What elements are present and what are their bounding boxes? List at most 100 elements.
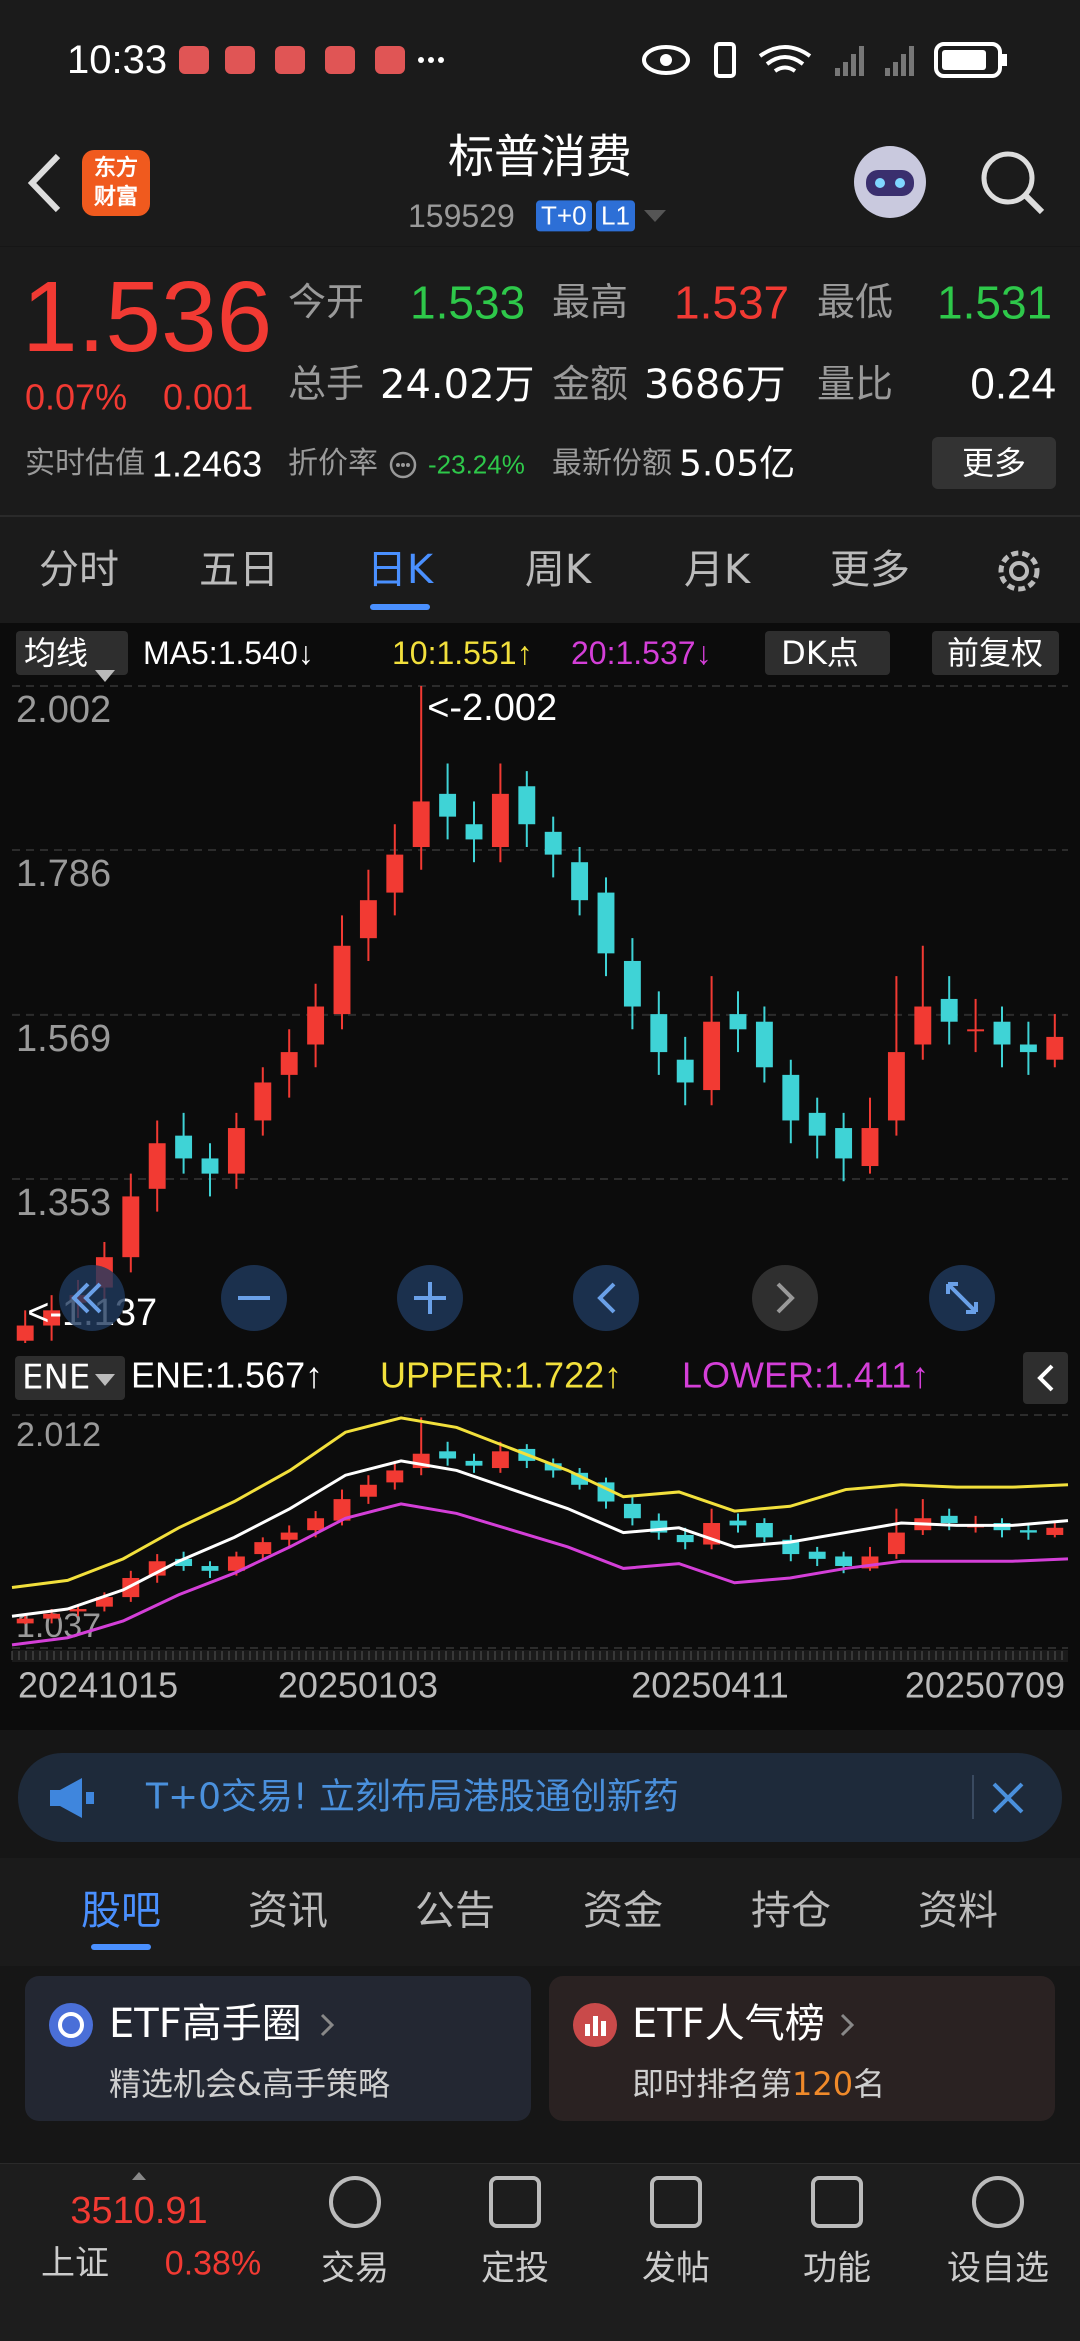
x-tick-label: 20241015 — [18, 1665, 178, 1706]
nav-icon[interactable] — [489, 2176, 541, 2228]
index-change[interactable]: 0.38% — [164, 2244, 262, 2283]
robot-avatar[interactable] — [848, 140, 932, 224]
collapse-button[interactable] — [1023, 1352, 1068, 1404]
tab-underline — [91, 1944, 151, 1950]
dk-button-text[interactable]: DK点 — [781, 633, 859, 672]
nav-label[interactable]: 发帖 — [642, 2248, 710, 2289]
chart-tab[interactable]: 更多 — [830, 547, 910, 593]
stat-label: 最高 — [552, 280, 629, 325]
feed-tab[interactable]: 资讯 — [248, 1888, 328, 1934]
subtitle-part: 即时排名第 — [632, 2064, 793, 2103]
legend-item: ENE:1.567↑ — [131, 1355, 323, 1396]
nav-button[interactable] — [573, 1265, 639, 1331]
indicator-label[interactable]: 均线 — [24, 633, 89, 672]
more-button[interactable] — [932, 437, 1056, 489]
indicator-line — [11, 1416, 1069, 1590]
chart-tab[interactable]: 月K — [683, 547, 751, 593]
candle-body — [43, 1310, 61, 1326]
candle-body — [1046, 1527, 1064, 1535]
candle-body — [755, 1523, 773, 1538]
nav-button[interactable] — [59, 1265, 125, 1331]
back-button[interactable] — [20, 150, 70, 216]
card-title[interactable]: ETF高手圈 — [109, 2001, 302, 2047]
date-axis — [12, 1650, 1068, 1662]
price: 1.536 — [22, 261, 273, 373]
tab-underline — [370, 604, 430, 610]
candle-body — [439, 793, 457, 817]
candle-body — [993, 1021, 1011, 1045]
stat-value: 0.24 — [970, 359, 1056, 409]
tag: T+0 — [536, 200, 592, 232]
up-arrow — [132, 2172, 146, 2180]
candle-body — [544, 1463, 562, 1471]
candle-body — [544, 831, 562, 855]
nav-label[interactable]: 设自选 — [947, 2248, 1049, 2289]
quote-bg — [0, 247, 1080, 515]
chart-tab[interactable]: 五日 — [199, 547, 279, 593]
stat-value: 1.537 — [674, 276, 790, 329]
card[interactable] — [25, 1976, 531, 2121]
index-value[interactable]: 3510.91 — [70, 2190, 208, 2233]
close-button[interactable] — [990, 1780, 1026, 1816]
nav-label[interactable]: 功能 — [803, 2248, 871, 2289]
settings-button[interactable] — [990, 542, 1048, 600]
nav-icon[interactable] — [650, 2176, 702, 2228]
subtitle-part: 名 — [853, 2064, 886, 2103]
candle-body — [729, 1520, 747, 1526]
adjust-button-text[interactable]: 前复权 — [946, 633, 1044, 672]
candle-body — [571, 862, 589, 901]
candle-body — [650, 1014, 668, 1053]
candle-body — [650, 1520, 668, 1533]
nav-icon[interactable] — [811, 2176, 863, 2228]
candle-body — [254, 1542, 272, 1555]
ma-legend-item: MA5:1.540↓ — [143, 634, 314, 671]
adjust-button[interactable] — [932, 631, 1059, 675]
feed-tab[interactable]: 资金 — [583, 1888, 663, 1934]
dk-button[interactable] — [765, 631, 890, 675]
search-button[interactable] — [976, 146, 1048, 218]
candle-body — [703, 1021, 721, 1091]
chart-tab[interactable]: 分时 — [39, 547, 119, 593]
candle-body — [835, 1556, 853, 1567]
feed-tab[interactable]: 资料 — [918, 1888, 998, 1934]
discount-label: 折价率 — [288, 446, 378, 481]
nav-button[interactable] — [752, 1265, 818, 1331]
card-title[interactable]: ETF人气榜 — [632, 2001, 825, 2047]
notification-icons — [179, 46, 444, 74]
candle-body — [914, 1006, 932, 1045]
nav-label[interactable]: 定投 — [481, 2248, 549, 2289]
indicator-select[interactable] — [16, 631, 128, 675]
candle-body — [175, 1558, 193, 1567]
candle-body — [518, 786, 536, 825]
y-tick-label: 1.353 — [16, 1182, 111, 1224]
legend-item: LOWER:1.411↑ — [682, 1355, 929, 1396]
chart-tab[interactable]: 周K — [524, 547, 592, 593]
more-button-text[interactable]: 更多 — [961, 443, 1027, 482]
discount-value: -23.24% — [428, 449, 525, 480]
logo-text: 财富 — [93, 184, 139, 210]
feed-tab[interactable]: 股吧 — [81, 1888, 161, 1934]
chart-tab[interactable]: 日K — [366, 547, 434, 593]
candle-body — [861, 1128, 879, 1167]
candle-body — [940, 998, 958, 1022]
info-icon[interactable] — [388, 450, 418, 480]
card[interactable] — [549, 1976, 1055, 2121]
nav-icon — [71, 1282, 102, 1314]
stat-value: 1.533 — [410, 276, 526, 329]
dropdown-arrow[interactable] — [640, 206, 670, 226]
stat-label: 金额 — [552, 362, 629, 407]
nav-label[interactable]: 交易 — [321, 2248, 389, 2289]
y-tick-label: 2.002 — [16, 689, 111, 731]
nav-icon[interactable] — [972, 2176, 1024, 2228]
banner-text[interactable]: T+0交易! 立刻布局港股通创新药 — [146, 1776, 679, 1818]
sub-indicator-label[interactable]: ENE — [22, 1357, 91, 1398]
banner[interactable] — [18, 1753, 1062, 1842]
index-name[interactable]: 上证 — [41, 2243, 109, 2284]
stat-label: 今开 — [288, 280, 365, 325]
ma-legend-item: 10:1.551↑ — [392, 634, 533, 671]
feed-tab[interactable]: 公告 — [415, 1888, 495, 1934]
nav-icon[interactable] — [329, 2176, 381, 2228]
feed-tab[interactable]: 持仓 — [751, 1888, 831, 1934]
